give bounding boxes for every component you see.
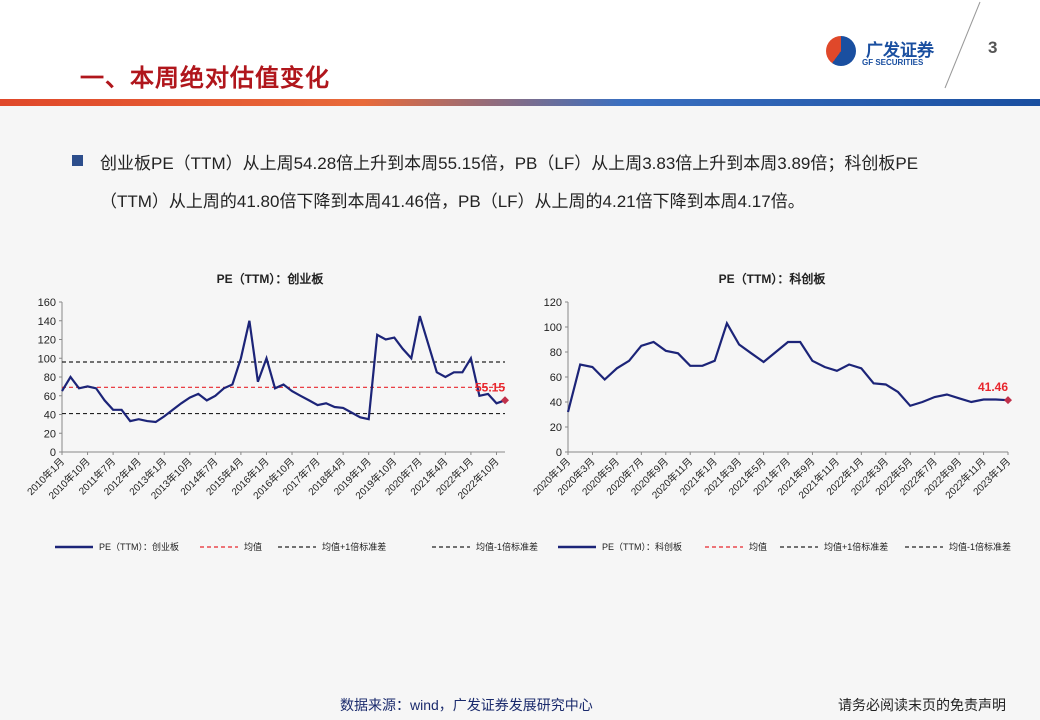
y-tick-label: 100	[544, 322, 562, 334]
y-tick-label: 80	[44, 372, 56, 384]
y-tick-label: 140	[38, 316, 56, 328]
legend-label: 均值-1倍标准差	[476, 541, 538, 552]
chart-title: PE（TTM）：科创板	[719, 271, 827, 286]
disclaimer: 请务必阅读末页的免责声明	[838, 697, 1006, 713]
last-value-label: 55.15	[475, 380, 505, 394]
source: 数据来源：wind，广发证券发展研究中心	[340, 697, 593, 713]
last-point	[1004, 396, 1012, 405]
slide-title: 一、本周绝对估值变化	[80, 65, 330, 92]
legend-label: PE（TTM）：科创板	[602, 541, 682, 552]
legend-label: 均值	[244, 541, 262, 552]
y-tick-label: 40	[550, 397, 562, 409]
y-tick-label: 0	[50, 447, 56, 459]
header-divider	[944, 1, 981, 89]
logo: 广发证券	[866, 41, 934, 60]
legend-label: 均值+1倍标准差	[824, 541, 888, 552]
y-tick-label: 20	[44, 428, 56, 440]
logo-en: GF SECURITIES	[862, 58, 924, 67]
legend-label: 均值	[749, 541, 767, 552]
y-tick-label: 60	[44, 391, 56, 403]
y-tick-label: 20	[550, 422, 562, 434]
series-line	[566, 320, 1009, 413]
bullet	[72, 155, 83, 166]
page-number: 3	[988, 38, 998, 57]
series-line	[61, 315, 506, 424]
y-tick-label: 0	[556, 447, 562, 459]
body-background	[0, 106, 1040, 720]
y-tick-label: 40	[44, 410, 56, 422]
body-text: 创业板PE（TTM）从上周54.28倍上升到本周55.15倍，PB（LF）从上周…	[100, 154, 919, 211]
header-stripe	[0, 99, 1040, 106]
y-tick-label: 80	[550, 347, 562, 359]
logo-icon	[826, 36, 856, 66]
y-tick-label: 120	[38, 335, 56, 347]
last-point	[501, 396, 509, 405]
chart-title: PE（TTM）：创业板	[217, 271, 325, 286]
y-tick-label: 100	[38, 353, 56, 365]
y-tick-label: 60	[550, 372, 562, 384]
legend-label: PE（TTM）：创业板	[99, 541, 179, 552]
legend-label: 均值-1倍标准差	[949, 541, 1011, 552]
y-tick-label: 120	[544, 297, 562, 309]
last-value-label: 41.46	[978, 380, 1008, 394]
legend-label: 均值+1倍标准差	[322, 541, 386, 552]
y-tick-label: 160	[38, 297, 56, 309]
